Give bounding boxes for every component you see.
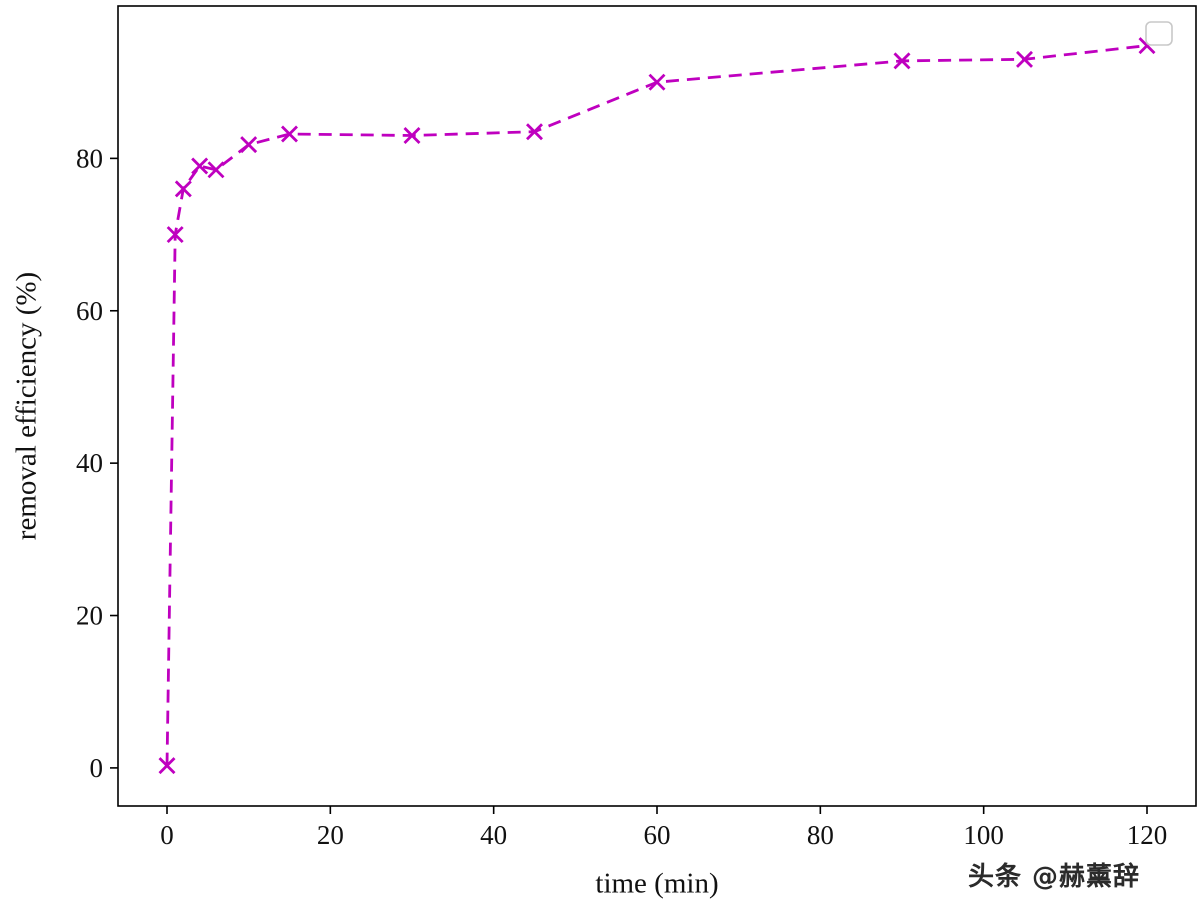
y-tick-label: 20 [76, 601, 103, 631]
y-tick-label: 60 [76, 296, 103, 326]
data-point-marker [893, 52, 911, 70]
x-tick-label: 80 [807, 820, 834, 850]
watermark: 头条 @赫薰辞 [968, 862, 1141, 892]
data-point-marker [403, 127, 421, 145]
data-point-marker [191, 157, 209, 175]
data-point-marker [648, 73, 666, 91]
data-point-marker [207, 161, 225, 179]
x-tick-label: 120 [1127, 820, 1168, 850]
x-tick-label: 40 [480, 820, 507, 850]
y-tick-label: 40 [76, 448, 103, 478]
y-axis-label: removal efficiency (%) [10, 271, 43, 541]
y-tick-label: 0 [90, 753, 104, 783]
x-tick-label: 60 [644, 820, 671, 850]
data-point-marker [240, 136, 258, 154]
data-point-marker [158, 757, 176, 775]
data-point-marker [281, 125, 298, 143]
legend-box [1145, 21, 1173, 46]
y-tick-label: 80 [76, 143, 103, 173]
data-series-line [165, 44, 1148, 766]
x-tick-label: 0 [160, 820, 174, 850]
data-point-marker [166, 226, 184, 244]
x-axis-label: time (min) [595, 867, 719, 900]
x-tick-label: 20 [317, 820, 344, 850]
data-point-marker [1016, 50, 1033, 68]
x-tick-label: 100 [963, 820, 1004, 850]
data-point-marker [174, 180, 192, 198]
plot-border [117, 5, 1197, 807]
data-point-marker [526, 123, 543, 141]
